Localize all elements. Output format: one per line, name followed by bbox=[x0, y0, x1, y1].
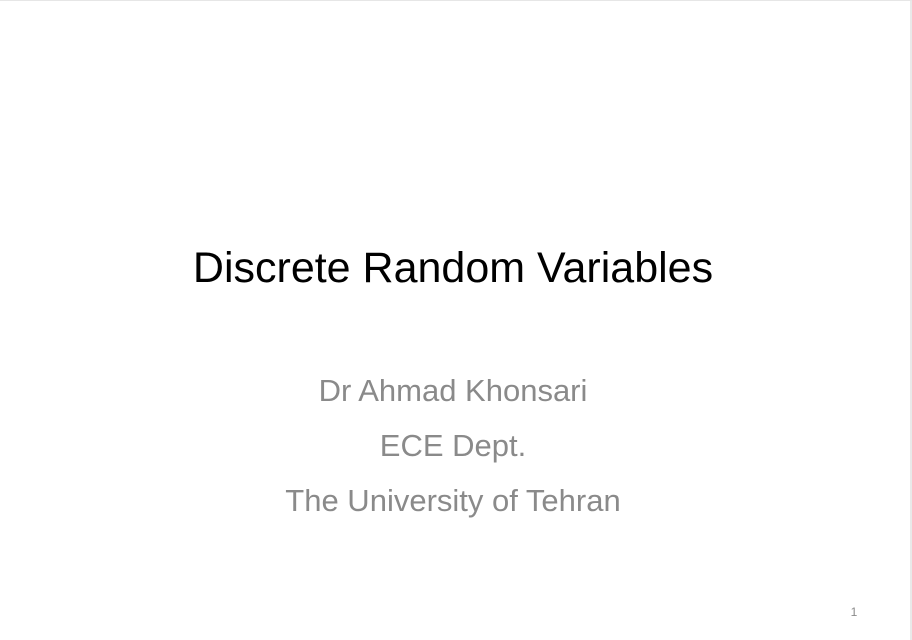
page-number: 1 bbox=[850, 605, 858, 619]
slide-subtitle: Dr Ahmad Khonsari ECE Dept. The Universi… bbox=[0, 363, 906, 528]
slide-title: Discrete Random Variables bbox=[192, 244, 714, 292]
department: ECE Dept. bbox=[379, 428, 527, 463]
author-name: Dr Ahmad Khonsari bbox=[318, 373, 588, 408]
university: The University of Tehran bbox=[285, 483, 621, 518]
slide-edge bbox=[910, 1, 912, 640]
